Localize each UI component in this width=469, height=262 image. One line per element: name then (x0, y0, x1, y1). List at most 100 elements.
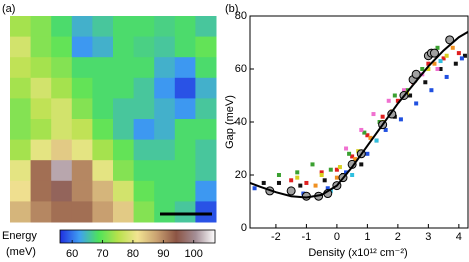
data-point (374, 138, 379, 143)
heatmap-cell (174, 119, 196, 141)
data-point (453, 61, 458, 66)
heatmap-cell (195, 36, 217, 58)
heatmap-cell (92, 77, 114, 99)
heatmap-cell (92, 119, 114, 141)
heatmap-cell (154, 16, 176, 38)
heatmap-cell (10, 180, 32, 202)
data-point (456, 51, 461, 56)
data-point (423, 80, 428, 85)
heatmap-cell (10, 139, 32, 161)
x-tick-label: 1 (364, 231, 370, 243)
heatmap-cell (195, 98, 217, 120)
data-point (295, 170, 300, 175)
x-tick-label: 2 (395, 231, 401, 243)
data-point (435, 45, 440, 50)
colorbar-tick-label: 100 (185, 248, 203, 260)
y-tick-label: 80 (235, 10, 247, 22)
heatmap-cell (113, 201, 135, 223)
heatmap-cell (174, 201, 196, 223)
heatmap-cell (133, 180, 155, 202)
heatmap-cell (10, 201, 32, 223)
data-point (371, 112, 376, 117)
heatmap-cell (133, 77, 155, 99)
heatmap-cell (92, 98, 114, 120)
heatmap-cell (92, 16, 114, 38)
heatmap-cell (113, 77, 135, 99)
data-point (337, 165, 342, 170)
fit-line (249, 31, 469, 199)
heatmap-cell (133, 36, 155, 58)
colorbar-tick-label: 80 (127, 248, 139, 260)
heatmap-cell (51, 160, 73, 182)
data-point (444, 74, 449, 79)
heatmap-cell (30, 77, 52, 99)
heatmap-cell (30, 119, 52, 141)
heatmap-cell (92, 201, 114, 223)
data-point (441, 56, 446, 61)
heatmap-cell (51, 57, 73, 79)
heatmap-cell (113, 180, 135, 202)
heatmap-cell (174, 139, 196, 161)
heatmap-cell (133, 98, 155, 120)
data-point (426, 67, 431, 71)
colorbar-tick-label: 60 (66, 248, 78, 260)
data-point (395, 98, 400, 103)
data-point (313, 183, 318, 188)
heatmap-cell (30, 36, 52, 58)
heatmap-cell (133, 119, 155, 141)
data-point (386, 98, 391, 103)
heatmap-cell (154, 57, 176, 79)
heatmap-cell (113, 160, 135, 182)
heatmap-cell (51, 98, 73, 120)
heatmap-cell (113, 57, 135, 79)
y-tick-label: 20 (235, 169, 247, 181)
data-point (359, 127, 364, 132)
data-point (319, 173, 324, 177)
heatmap-cell (30, 201, 52, 223)
data-point (350, 154, 355, 159)
data-point (408, 93, 413, 98)
heatmap-cell (10, 160, 32, 182)
data-point (353, 157, 358, 162)
heatmap-cell (51, 201, 73, 223)
heatmap-cell (71, 16, 93, 38)
heatmap-cell (174, 57, 196, 79)
heatmap-cell (195, 139, 217, 161)
heatmap-cell (30, 16, 52, 38)
heatmap-cell (133, 201, 155, 223)
data-point (429, 88, 434, 93)
data-point (347, 151, 352, 156)
heatmap-cell (195, 201, 217, 223)
heatmap-cell (30, 98, 52, 120)
heatmap-cell (113, 98, 135, 120)
heatmap-cell (51, 119, 73, 141)
heatmap-cell (51, 36, 73, 58)
data-point (322, 178, 327, 183)
y-tick-label: 60 (235, 63, 247, 75)
heatmap-cell (30, 180, 52, 202)
heatmap-cell (154, 98, 176, 120)
heatmap-cell (113, 36, 135, 58)
heatmap-cell (10, 36, 32, 58)
heatmap-cell (71, 57, 93, 79)
panel-label: (b) (225, 3, 238, 15)
heatmap-cell (10, 77, 32, 99)
data-point (295, 175, 300, 180)
data-point (362, 130, 367, 135)
heatmap-cell (71, 139, 93, 161)
heatmap-cell (154, 201, 176, 223)
data-point (310, 162, 315, 167)
data-point (319, 170, 324, 175)
heatmap-cell (195, 119, 217, 141)
heatmap-cell (154, 139, 176, 161)
heatmap-cell (133, 160, 155, 182)
data-point (432, 61, 437, 66)
colorbar-tick-label: 70 (96, 248, 108, 260)
heatmap-cell (51, 180, 73, 202)
heatmap-cell (51, 77, 73, 99)
data-point (286, 186, 296, 196)
heatmap-cell (30, 160, 52, 182)
data-point (289, 178, 294, 183)
data-point (304, 180, 309, 185)
